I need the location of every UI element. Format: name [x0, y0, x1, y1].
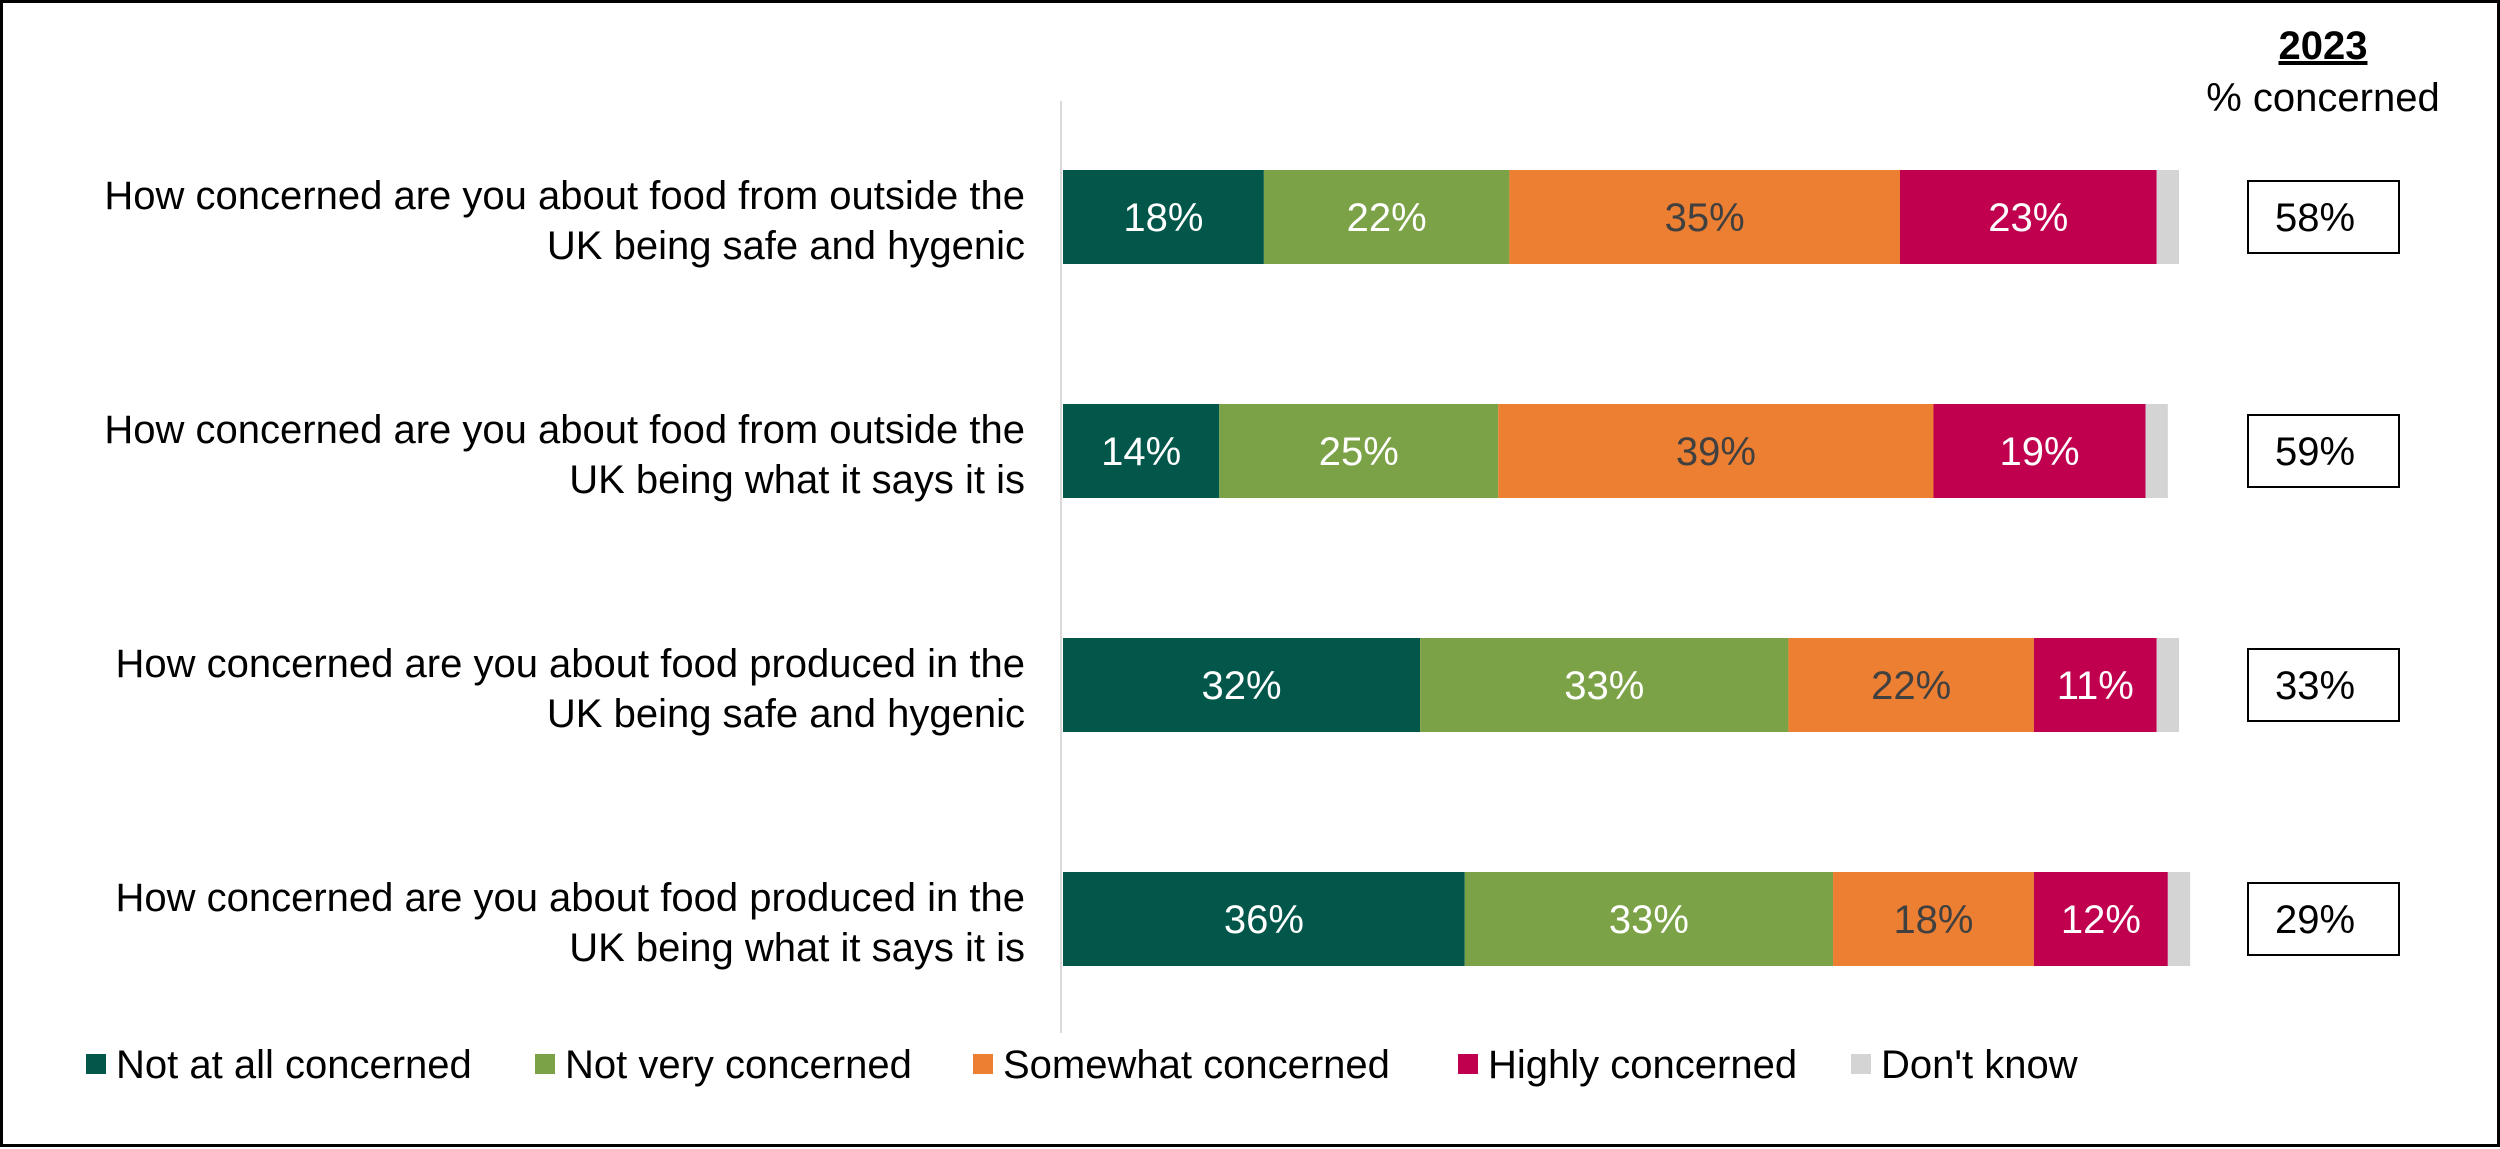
category-label: How concerned are you about food produce…	[115, 876, 1025, 970]
stacked-bar-chart: How concerned are you about food from ou…	[86, 24, 2440, 1087]
bar-segment-highly-concerned	[1933, 404, 2146, 498]
data-label: 11%	[2057, 664, 2134, 708]
legend-label: Not very concerned	[565, 1043, 912, 1087]
legend-swatch-don-t-know	[1851, 1054, 1871, 1074]
bar-segment-don-t-know	[2156, 170, 2179, 264]
data-label: 19%	[1999, 430, 2079, 474]
category-label-line: How concerned are you about food produce…	[115, 876, 1025, 920]
data-label: 22%	[1347, 196, 1427, 240]
data-label: 32%	[1202, 664, 1282, 708]
data-label: 18%	[1893, 898, 1973, 942]
side-column-heading: 2023	[2279, 24, 2368, 68]
bar-segment-don-t-know	[2156, 638, 2179, 732]
data-label: 25%	[1319, 430, 1399, 474]
legend-swatch-not-very-concerned	[535, 1054, 555, 1074]
data-label: 33%	[1609, 898, 1689, 942]
category-label: How concerned are you about food from ou…	[104, 408, 1025, 502]
category-label-line: How concerned are you about food from ou…	[104, 408, 1025, 452]
bar-segment-somewhat-concerned	[1498, 404, 1934, 498]
bar-segment-not-very-concerned	[1263, 170, 1510, 264]
category-label-line: UK being what it says it is	[569, 926, 1025, 970]
legend-label: Don't know	[1881, 1043, 2078, 1087]
concerned-value: 29%	[2275, 898, 2355, 942]
data-label: 12%	[2061, 898, 2141, 942]
data-label: 35%	[1665, 196, 1745, 240]
category-label-line: UK being safe and hygenic	[547, 224, 1025, 268]
legend-label: Not at all concerned	[116, 1043, 472, 1087]
concerned-value-box	[2247, 414, 2400, 488]
concerned-value: 58%	[2275, 196, 2355, 240]
concerned-value-box	[2247, 180, 2400, 254]
legend-swatch-not-at-all-concerned	[86, 1054, 106, 1074]
category-label-line: How concerned are you about food from ou…	[104, 174, 1025, 218]
bar-segment-highly-concerned	[2033, 638, 2157, 732]
legend-swatch-highly-concerned	[1458, 1054, 1478, 1074]
data-label: 14%	[1101, 430, 1181, 474]
data-label: 18%	[1123, 196, 1203, 240]
bar-segment-not-very-concerned	[1420, 638, 1789, 732]
category-label-line: How concerned are you about food produce…	[115, 642, 1025, 686]
bar-segment-don-t-know	[2145, 404, 2168, 498]
bar-segment-not-very-concerned	[1219, 404, 1499, 498]
bar-segment-somewhat-concerned	[1788, 638, 2034, 732]
data-label: 22%	[1871, 664, 1951, 708]
bar-segment-somewhat-concerned	[1833, 872, 2034, 966]
bar-segment-not-at-all-concerned	[1063, 170, 1264, 264]
concerned-value-box	[2247, 882, 2400, 956]
data-label: 33%	[1564, 664, 1644, 708]
legend-swatch-somewhat-concerned	[973, 1054, 993, 1074]
concerned-value: 59%	[2275, 430, 2355, 474]
bar-segment-highly-concerned	[1900, 170, 2157, 264]
category-label-line: UK being what it says it is	[569, 458, 1025, 502]
bar-segment-not-at-all-concerned	[1063, 404, 1220, 498]
concerned-value-box	[2247, 648, 2400, 722]
data-label: 39%	[1676, 430, 1756, 474]
legend-label: Somewhat concerned	[1003, 1043, 1390, 1087]
side-column-subheading: % concerned	[2206, 76, 2439, 120]
bar-segment-not-at-all-concerned	[1063, 638, 1421, 732]
bar-segment-don-t-know	[2167, 872, 2191, 966]
category-label: How concerned are you about food produce…	[115, 642, 1025, 736]
bar-segment-not-at-all-concerned	[1063, 872, 1465, 966]
bar-segment-not-very-concerned	[1464, 872, 1834, 966]
bar-segment-somewhat-concerned	[1509, 170, 1900, 264]
data-label: 23%	[1988, 196, 2068, 240]
data-label: 36%	[1224, 898, 1304, 942]
legend-label: Highly concerned	[1488, 1043, 1797, 1087]
category-label-line: UK being safe and hygenic	[547, 692, 1025, 736]
bar-segment-highly-concerned	[2033, 872, 2168, 966]
category-label: How concerned are you about food from ou…	[104, 174, 1025, 268]
concerned-value: 33%	[2275, 664, 2355, 708]
